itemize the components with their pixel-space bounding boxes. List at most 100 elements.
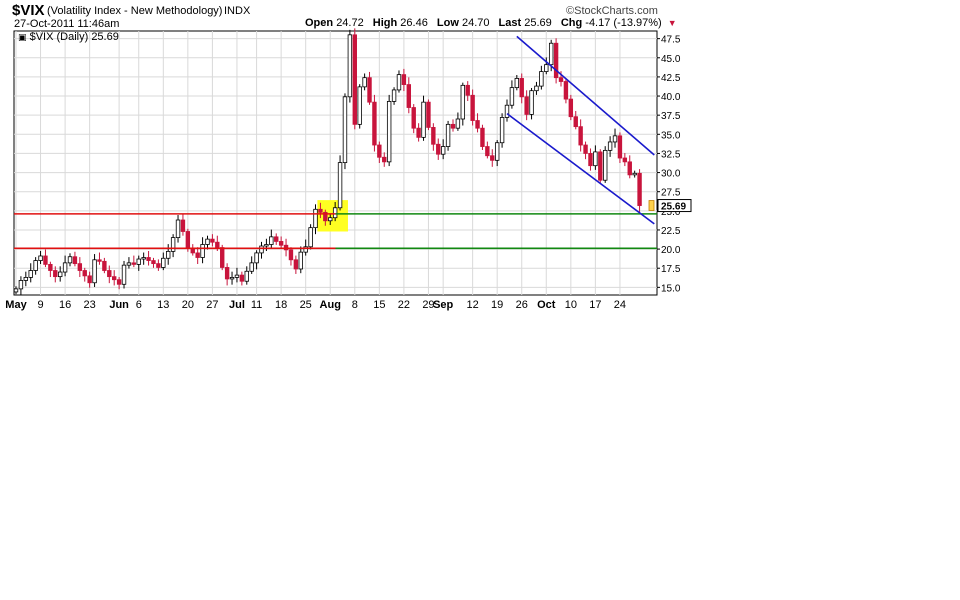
candle-body bbox=[269, 236, 274, 245]
candle-body bbox=[534, 85, 539, 92]
y-tick-label: 22.5 bbox=[661, 226, 681, 237]
candle-body bbox=[529, 90, 534, 115]
candle bbox=[431, 123, 436, 151]
candle bbox=[529, 88, 534, 120]
candle bbox=[146, 251, 151, 266]
candle-body bbox=[72, 256, 78, 265]
candle bbox=[455, 112, 461, 131]
candle bbox=[342, 93, 348, 170]
candle-body bbox=[607, 141, 613, 151]
candle bbox=[239, 271, 245, 286]
last-value-box bbox=[657, 199, 692, 213]
x-tick-label: 19 bbox=[491, 299, 503, 311]
candle bbox=[568, 94, 574, 121]
y-tick-label: 30.0 bbox=[661, 169, 681, 180]
candle bbox=[416, 123, 421, 142]
candle bbox=[514, 75, 520, 91]
candle bbox=[509, 80, 515, 109]
candle-body bbox=[126, 262, 132, 266]
candle bbox=[308, 224, 313, 250]
y-tick-label: 32.5 bbox=[661, 149, 681, 160]
x-tick-label: May bbox=[5, 299, 27, 311]
candle-body bbox=[598, 151, 603, 181]
last-value: 25.69 bbox=[524, 17, 552, 29]
x-tick-label: Jul bbox=[229, 299, 245, 311]
candle bbox=[573, 110, 578, 130]
candle bbox=[328, 213, 333, 225]
candle bbox=[151, 257, 156, 268]
candle-body bbox=[205, 238, 210, 245]
candle bbox=[617, 132, 623, 163]
open-label: Open bbox=[305, 17, 334, 29]
candle-body bbox=[470, 94, 475, 121]
candle-body bbox=[401, 74, 407, 85]
candle bbox=[13, 286, 19, 295]
candle-body bbox=[210, 238, 215, 243]
candle bbox=[224, 263, 230, 286]
candle-body bbox=[220, 247, 225, 268]
candle bbox=[470, 89, 475, 126]
y-tick-label: 17.5 bbox=[661, 264, 681, 275]
candle bbox=[57, 266, 63, 282]
candle-body bbox=[38, 255, 43, 261]
candle-body bbox=[33, 260, 38, 271]
candle-body bbox=[396, 74, 402, 91]
candle-body bbox=[490, 155, 495, 161]
candle bbox=[288, 247, 294, 266]
candle bbox=[97, 252, 102, 265]
candle-body bbox=[568, 98, 574, 118]
candle bbox=[544, 57, 549, 75]
y-tick-label: 47.5 bbox=[661, 35, 681, 46]
candle-body bbox=[288, 249, 294, 261]
candle-body bbox=[362, 77, 367, 88]
candle bbox=[426, 99, 431, 131]
candle-body bbox=[102, 260, 107, 271]
x-tick-label: 20 bbox=[182, 299, 194, 311]
candle-body bbox=[131, 262, 137, 265]
candle-body bbox=[298, 251, 303, 270]
y-tick-label: 40.0 bbox=[661, 92, 681, 103]
x-tick-label: 12 bbox=[467, 299, 479, 311]
datetime-label: 27-Oct-2011 11:46am bbox=[14, 18, 120, 30]
candle-body bbox=[504, 104, 510, 118]
candle bbox=[259, 241, 264, 259]
candle bbox=[465, 81, 470, 102]
x-tick-label: 24 bbox=[614, 299, 626, 311]
candle-body bbox=[259, 245, 264, 254]
candle bbox=[126, 257, 132, 269]
candle-body bbox=[332, 207, 338, 219]
candle bbox=[637, 169, 642, 213]
x-tick-label: 11 bbox=[251, 299, 262, 311]
last-candle-marker bbox=[648, 200, 655, 211]
candle-body bbox=[215, 241, 220, 248]
candle bbox=[318, 202, 323, 219]
candle-body bbox=[244, 270, 249, 282]
candle bbox=[539, 65, 544, 90]
candle bbox=[347, 29, 353, 103]
y-tick-label: 45.0 bbox=[661, 54, 681, 65]
candle bbox=[254, 250, 259, 270]
x-tick-label: 27 bbox=[206, 299, 218, 311]
candle bbox=[195, 247, 200, 265]
candle-body bbox=[431, 127, 436, 145]
candle bbox=[53, 266, 58, 283]
candle bbox=[121, 260, 127, 289]
candle bbox=[131, 255, 137, 268]
candle-body bbox=[337, 162, 343, 209]
candle bbox=[411, 104, 416, 134]
legend-text: $VIX (Daily) 25.69 bbox=[29, 31, 119, 43]
axis-layer: 15.0 17.5 20.0 22.5 25.0 27.5 30.0 32.5 35.0 37.5… bbox=[5, 35, 692, 311]
candle bbox=[367, 71, 372, 105]
candle bbox=[67, 253, 73, 267]
candle-body bbox=[28, 270, 33, 278]
candle bbox=[38, 251, 43, 265]
candle-body bbox=[377, 144, 382, 158]
y-tick-label: 37.5 bbox=[661, 111, 681, 122]
candle-body bbox=[583, 144, 588, 154]
candle bbox=[92, 254, 97, 287]
candle-body bbox=[308, 227, 313, 248]
high-label: High bbox=[372, 17, 398, 29]
candle-body bbox=[593, 151, 598, 167]
candle bbox=[524, 90, 529, 121]
candle-body bbox=[367, 77, 372, 103]
